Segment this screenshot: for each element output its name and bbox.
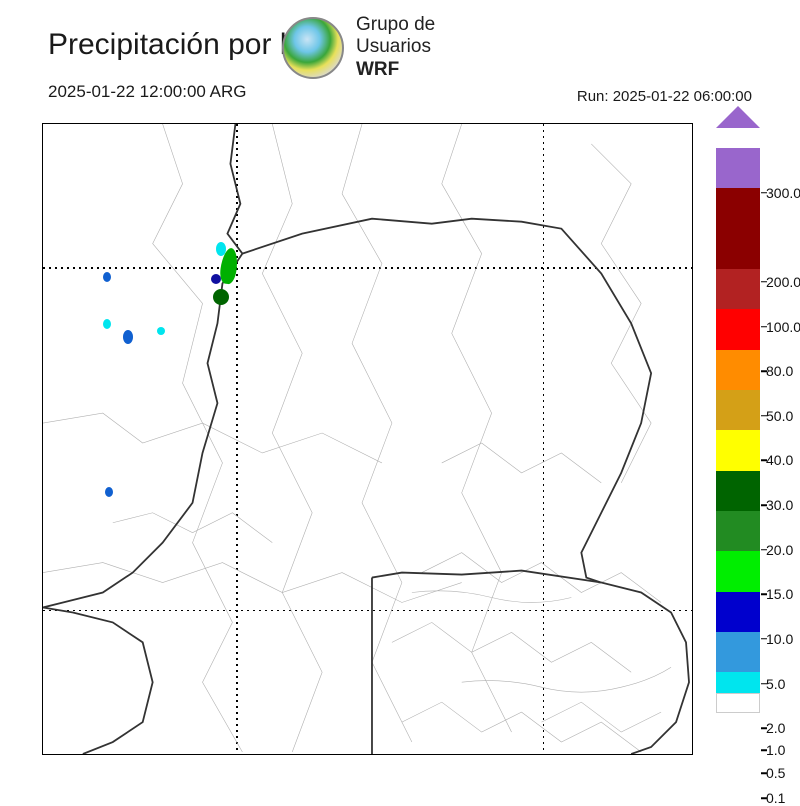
precip-spot xyxy=(103,272,111,282)
colorbar-tick-2: 2.0 xyxy=(766,720,785,736)
colorbar-segment-10-5 xyxy=(716,551,760,591)
colorbar-tick-50: 50.0 xyxy=(766,408,793,424)
colorbar-tick-300: 300.0 xyxy=(766,185,800,201)
colorbar-segment-40-30 xyxy=(716,390,760,430)
colorbar-tick-30: 30.0 xyxy=(766,497,793,513)
precip-spot xyxy=(211,274,221,284)
colorbar-top-arrow xyxy=(716,106,760,128)
colorbar-tick-10: 10.0 xyxy=(766,631,793,647)
datetime-label: 2025-01-22 12:00:00 ARG xyxy=(48,82,246,102)
colorbar-bottom-arrow xyxy=(716,713,760,735)
precip-spot xyxy=(157,327,165,335)
administrative-borders xyxy=(43,124,692,754)
colorbar-segment-300 xyxy=(716,148,760,188)
colorbar-segment-50-40 xyxy=(716,350,760,390)
colorbar[interactable]: 300.0 200.0 100.0 80.0 50.0 40.0 30.0 20… xyxy=(706,128,796,753)
run-label: Run: 2025-01-22 06:00:00 xyxy=(577,88,752,105)
colorbar-segments xyxy=(716,148,760,713)
precip-spot xyxy=(105,487,113,497)
colorbar-tick-1: 1.0 xyxy=(766,742,785,758)
colorbar-segment-15-10 xyxy=(716,511,760,551)
colorbar-tick-01: 0.1 xyxy=(766,790,785,806)
colorbar-tick-20: 20.0 xyxy=(766,542,793,558)
colorbar-tick-15: 15.0 xyxy=(766,586,793,602)
precipitation-map[interactable]: 30°S 35°S 65°W 60°W xyxy=(42,123,693,755)
colorbar-segment-200-100 xyxy=(716,188,760,269)
precip-spot xyxy=(123,330,133,344)
logo-text: Grupo de Usuarios WRF xyxy=(356,14,435,81)
precip-spot xyxy=(213,289,229,305)
colorbar-tick-05: 0.5 xyxy=(766,765,785,781)
colorbar-tick-100: 100.0 xyxy=(766,319,800,335)
colorbar-tick-80: 80.0 xyxy=(766,363,793,379)
colorbar-segment-2-1 xyxy=(716,632,760,672)
colorbar-segment-5-2 xyxy=(716,592,760,632)
logo-group: Grupo de Usuarios WRF xyxy=(282,10,682,85)
colorbar-segment-20-15 xyxy=(716,471,760,511)
colorbar-segment-30-20 xyxy=(716,430,760,470)
colorbar-tick-5: 5.0 xyxy=(766,676,785,692)
colorbar-segment-0.5-0.1 xyxy=(716,693,760,713)
colorbar-tick-200: 200.0 xyxy=(766,274,800,290)
colorbar-segment-80-50 xyxy=(716,309,760,349)
colorbar-segment-100-80 xyxy=(716,269,760,309)
wrf-globe-icon xyxy=(282,17,344,79)
colorbar-tick-40: 40.0 xyxy=(766,452,793,468)
precip-spot xyxy=(103,319,111,329)
colorbar-segment-1-0.5 xyxy=(716,672,760,692)
